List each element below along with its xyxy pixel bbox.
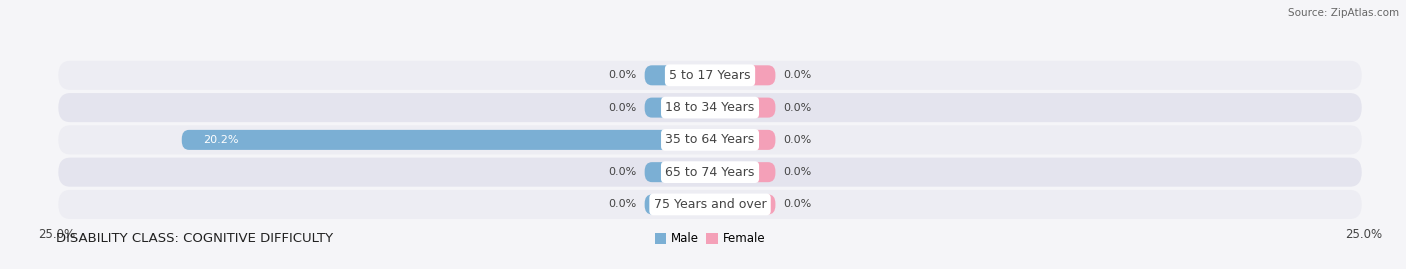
FancyBboxPatch shape: [181, 130, 710, 150]
Text: 0.0%: 0.0%: [783, 199, 811, 210]
FancyBboxPatch shape: [710, 65, 776, 85]
Legend: Male, Female: Male, Female: [650, 228, 770, 250]
Text: 0.0%: 0.0%: [609, 102, 637, 113]
FancyBboxPatch shape: [58, 125, 1362, 154]
FancyBboxPatch shape: [58, 190, 1362, 219]
FancyBboxPatch shape: [644, 98, 710, 118]
Text: 0.0%: 0.0%: [609, 167, 637, 177]
Text: 0.0%: 0.0%: [609, 70, 637, 80]
Text: 0.0%: 0.0%: [783, 135, 811, 145]
Text: 5 to 17 Years: 5 to 17 Years: [669, 69, 751, 82]
Text: 20.2%: 20.2%: [202, 135, 238, 145]
Text: 0.0%: 0.0%: [609, 199, 637, 210]
FancyBboxPatch shape: [644, 65, 710, 85]
FancyBboxPatch shape: [644, 194, 710, 214]
FancyBboxPatch shape: [644, 162, 710, 182]
Text: 65 to 74 Years: 65 to 74 Years: [665, 166, 755, 179]
Text: Source: ZipAtlas.com: Source: ZipAtlas.com: [1288, 8, 1399, 18]
Text: 0.0%: 0.0%: [783, 70, 811, 80]
FancyBboxPatch shape: [710, 98, 776, 118]
FancyBboxPatch shape: [710, 194, 776, 214]
FancyBboxPatch shape: [58, 61, 1362, 90]
Text: 75 Years and over: 75 Years and over: [654, 198, 766, 211]
FancyBboxPatch shape: [710, 162, 776, 182]
Text: DISABILITY CLASS: COGNITIVE DIFFICULTY: DISABILITY CLASS: COGNITIVE DIFFICULTY: [56, 232, 333, 245]
FancyBboxPatch shape: [58, 93, 1362, 122]
FancyBboxPatch shape: [58, 158, 1362, 187]
FancyBboxPatch shape: [710, 130, 776, 150]
Text: 35 to 64 Years: 35 to 64 Years: [665, 133, 755, 146]
Text: 0.0%: 0.0%: [783, 102, 811, 113]
Text: 18 to 34 Years: 18 to 34 Years: [665, 101, 755, 114]
Text: 0.0%: 0.0%: [783, 167, 811, 177]
